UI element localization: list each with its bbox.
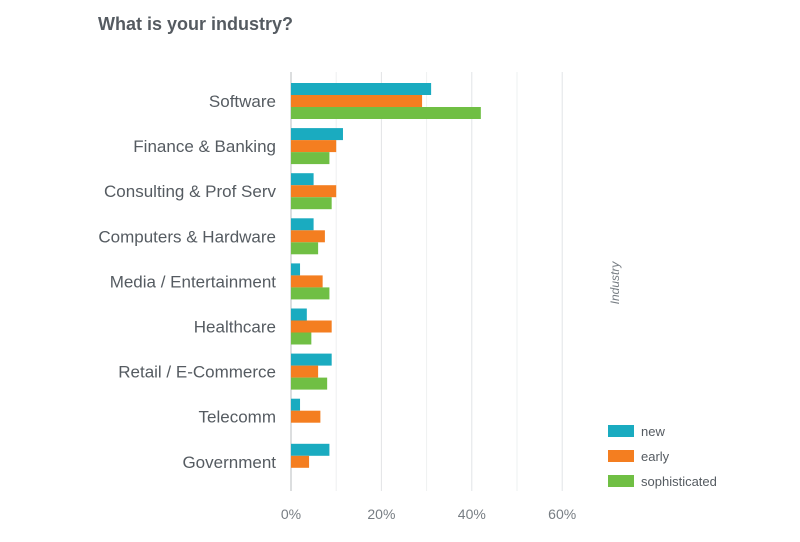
bar-new <box>291 83 432 95</box>
bar-new <box>291 263 301 276</box>
category-labels: Software Finance & Banking Consulting & Pr… <box>98 92 276 472</box>
bar-sophisticated <box>291 377 328 390</box>
category-label: Consulting & Prof Serv <box>104 182 276 201</box>
category-label: Retail / E-Commerce <box>118 363 276 382</box>
category-label: Telecomm <box>199 408 276 427</box>
bar-new <box>291 443 330 456</box>
bar-new <box>291 173 314 186</box>
legend-swatch-new <box>608 425 634 437</box>
bar-sophisticated <box>291 197 332 210</box>
bar-sophisticated <box>291 107 481 119</box>
x-tick-label: 20% <box>367 506 395 522</box>
bar-new <box>291 308 307 321</box>
bar-early <box>291 365 319 378</box>
category-label: Healthcare <box>194 318 276 337</box>
legend-swatch-early <box>608 450 634 462</box>
bar-new <box>291 218 314 231</box>
bar-early <box>291 455 310 468</box>
legend-label-new: new <box>641 424 665 439</box>
bars <box>291 83 481 468</box>
legend-label-sophisticated: sophisticated <box>641 474 717 489</box>
category-label: Computers & Hardware <box>98 227 276 246</box>
legend-swatch-sophisticated <box>608 475 634 487</box>
category-label: Media / Entertainment <box>110 272 277 291</box>
x-tick-label: 40% <box>458 506 486 522</box>
category-label: Finance & Banking <box>133 137 276 156</box>
bar-sophisticated <box>291 242 319 255</box>
bar-early <box>291 320 332 333</box>
bar-new <box>291 398 301 411</box>
bar-early <box>291 275 323 288</box>
bar-early <box>291 410 321 423</box>
bar-new <box>291 128 343 141</box>
bar-sophisticated <box>291 152 330 165</box>
bar-early <box>291 185 337 198</box>
bar-new <box>291 353 332 366</box>
x-axis-ticks: 0% 20% 40% 60% <box>281 506 576 522</box>
side-axis-label: Industry <box>608 261 622 305</box>
x-tick-label: 0% <box>281 506 301 522</box>
bar-early <box>291 95 423 107</box>
x-tick-label: 60% <box>548 506 576 522</box>
bar-sophisticated <box>291 332 312 345</box>
bar-sophisticated <box>291 287 330 300</box>
chart-title: What is your industry? <box>98 14 294 34</box>
legend-label-early: early <box>641 449 670 464</box>
category-label: Government <box>182 453 276 472</box>
bar-early <box>291 140 337 153</box>
category-label: Software <box>209 92 276 111</box>
legend: new early sophisticated <box>608 424 717 489</box>
bar-early <box>291 230 325 243</box>
